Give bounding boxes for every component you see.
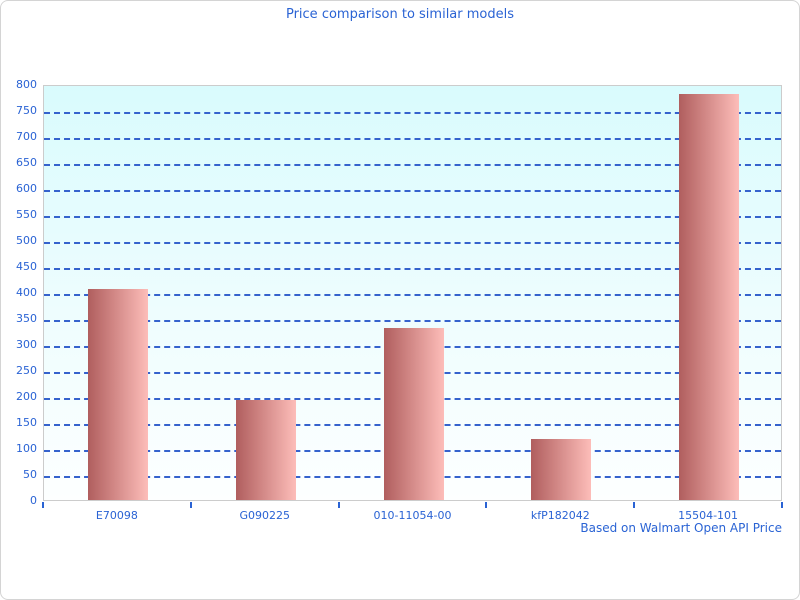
gridline [44, 190, 781, 192]
y-tick-label: 550 [16, 208, 37, 221]
x-axis-tick [337, 502, 340, 508]
bar-G090225 [235, 399, 296, 500]
bar-E70098 [87, 289, 148, 500]
y-tick-label: 200 [16, 390, 37, 403]
y-tick-label: 250 [16, 364, 37, 377]
gridline [44, 216, 781, 218]
x-axis-tick [189, 502, 192, 508]
bar-010-11054-00 [383, 327, 444, 500]
x-axis-tick [42, 502, 44, 508]
y-tick-label: 500 [16, 234, 37, 247]
x-tick-label-G090225: G090225 [239, 509, 290, 522]
y-tick-label: 450 [16, 260, 37, 273]
x-tick-label-E70098: E70098 [95, 509, 138, 522]
plot-area [43, 85, 782, 501]
gridline [44, 268, 781, 270]
x-axis-tick [485, 502, 488, 508]
y-tick-label: 150 [16, 416, 37, 429]
gridline [44, 242, 781, 244]
y-tick-label: 700 [16, 130, 37, 143]
gridline [44, 294, 781, 296]
y-tick-label: 800 [16, 78, 37, 91]
y-tick-label: 650 [16, 156, 37, 169]
bar-kfP182042 [531, 438, 592, 500]
gridline [44, 164, 781, 166]
y-tick-label: 600 [16, 182, 37, 195]
gridline [44, 138, 781, 140]
y-tick-label: 400 [16, 286, 37, 299]
chart-title: Price comparison to similar models [285, 7, 515, 22]
y-tick-label: 300 [16, 338, 37, 351]
gridline [44, 320, 781, 322]
y-tick-label: 0 [30, 494, 37, 507]
y-tick-label: 350 [16, 312, 37, 325]
x-axis-tick [633, 502, 636, 508]
gridline [44, 112, 781, 114]
chart-footer-annotation: Based on Walmart Open API Price [580, 521, 782, 535]
x-tick-label-010-11054-00: 010-11054-00 [373, 509, 452, 522]
bar-15504-101 [679, 93, 740, 500]
y-tick-label: 50 [23, 468, 37, 481]
x-tick-label-15504-101: 15504-101 [678, 509, 739, 522]
y-tick-label: 750 [16, 104, 37, 117]
y-tick-label: 100 [16, 442, 37, 455]
x-tick-label-kfP182042: kfP182042 [530, 509, 590, 522]
x-axis-tick [781, 502, 783, 508]
